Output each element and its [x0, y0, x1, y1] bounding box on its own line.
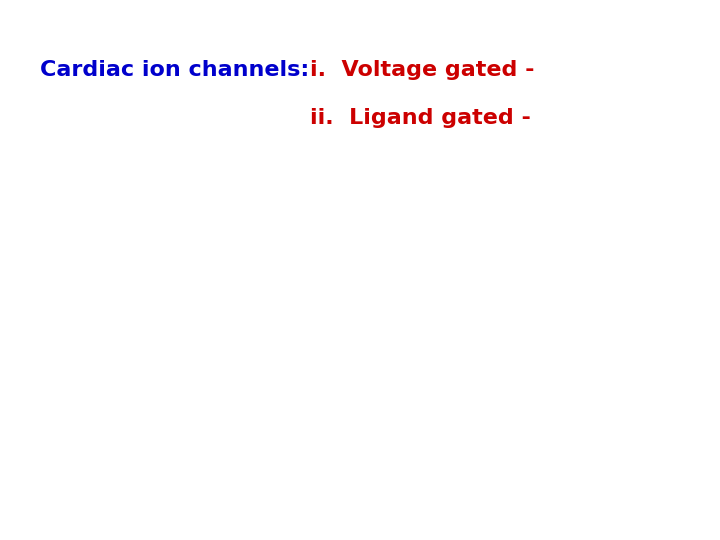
Text: i.  Voltage gated -: i. Voltage gated -	[310, 60, 534, 80]
Text: Cardiac ion channels:: Cardiac ion channels:	[40, 60, 310, 80]
Text: ii.  Ligand gated -: ii. Ligand gated -	[310, 108, 531, 128]
